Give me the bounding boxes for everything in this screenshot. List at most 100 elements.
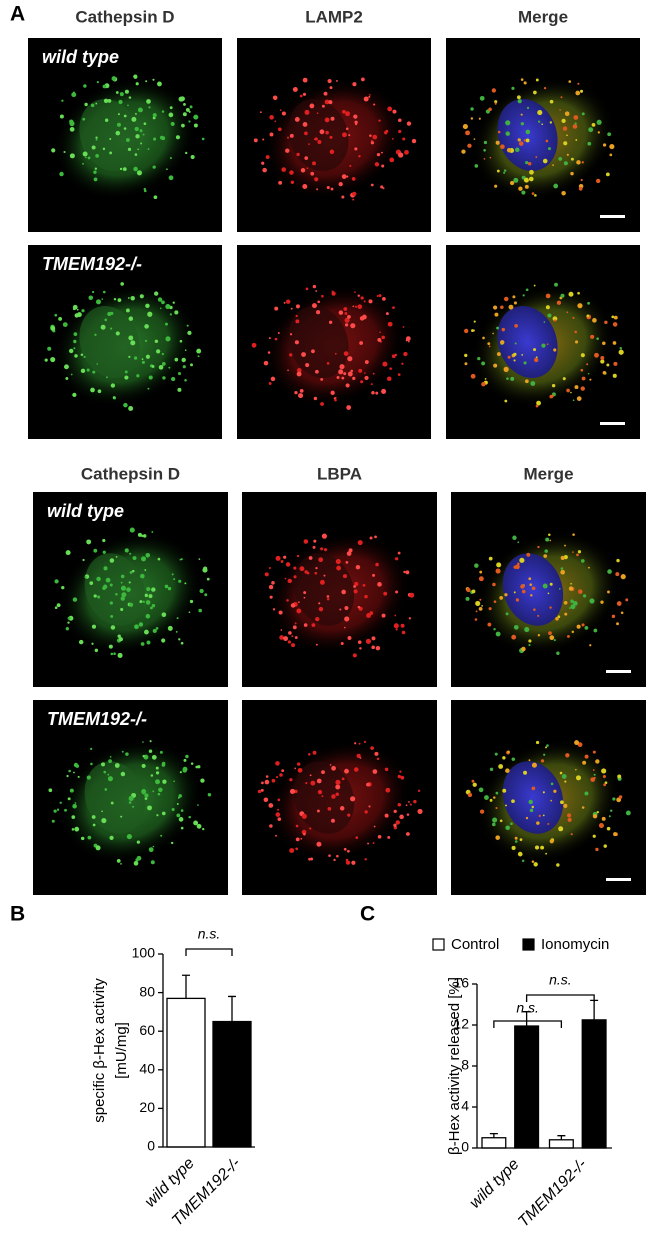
vesicle <box>287 369 289 372</box>
vesicle <box>144 324 149 329</box>
vesicle <box>161 362 166 366</box>
vesicle <box>153 195 158 200</box>
vesicle <box>182 766 188 772</box>
vesicle <box>606 826 611 831</box>
vesicle <box>155 771 160 775</box>
vesicle <box>513 301 517 305</box>
vesicle <box>338 310 344 315</box>
vesicle <box>82 162 84 165</box>
vesicle <box>584 791 589 796</box>
vesicle <box>107 773 110 776</box>
vesicle <box>295 319 300 324</box>
vesicle <box>549 635 555 641</box>
vesicle <box>372 372 375 375</box>
vesicle <box>91 624 97 629</box>
vesicle <box>292 625 297 630</box>
vesicle <box>277 817 282 821</box>
vesicle <box>368 299 373 304</box>
vesicle <box>127 147 132 151</box>
vesicle <box>376 295 379 297</box>
vesicle <box>93 177 98 182</box>
vesicle <box>284 577 287 580</box>
vesicle <box>346 405 352 410</box>
vesicle <box>118 99 123 105</box>
vesicle <box>147 148 150 151</box>
vesicle <box>387 106 393 112</box>
vesicle <box>364 858 367 861</box>
vesicle <box>161 352 164 356</box>
vesicle <box>363 96 369 102</box>
vesicle <box>136 170 143 176</box>
vesicle <box>189 105 193 109</box>
vesicle <box>530 594 533 597</box>
vesicle <box>109 755 112 758</box>
vesicle <box>359 316 365 321</box>
vesicle <box>109 138 112 141</box>
vesicle <box>545 305 550 310</box>
vesicle <box>577 742 583 748</box>
vesicle <box>168 112 174 118</box>
vesicle <box>193 123 198 128</box>
vesicle <box>331 290 334 293</box>
vesicle <box>528 799 533 805</box>
vesicle <box>513 591 516 594</box>
vesicle <box>89 581 94 585</box>
vesicle <box>314 177 319 182</box>
vesicle <box>615 572 620 577</box>
vesicle <box>487 622 492 627</box>
vesicle <box>321 104 325 108</box>
vesicle <box>516 95 521 100</box>
vesicle <box>560 555 565 561</box>
vesicle <box>527 162 532 166</box>
vesicle <box>115 91 119 94</box>
vesicle <box>356 753 361 759</box>
vesicle <box>151 604 156 608</box>
vesicle <box>162 376 166 380</box>
vesicle <box>535 78 539 82</box>
vesicle <box>525 816 529 820</box>
vesicle <box>345 860 351 865</box>
vesicle <box>176 803 179 805</box>
vesicle <box>350 796 356 802</box>
vesicle <box>167 625 173 631</box>
vesicle <box>352 376 356 381</box>
vesicle <box>514 342 517 345</box>
vesicle <box>576 160 581 165</box>
vesicle <box>489 798 493 802</box>
vesicle <box>74 354 78 358</box>
vesicle <box>128 581 131 584</box>
vesicle <box>133 356 138 360</box>
vesicle <box>161 612 167 617</box>
vesicle <box>350 323 356 329</box>
vesicle <box>479 809 485 814</box>
vesicle <box>587 141 592 146</box>
vesicle <box>300 837 303 840</box>
vesicle <box>90 387 95 393</box>
vesicle <box>521 589 526 594</box>
vesicle <box>95 845 101 851</box>
vesicle <box>101 762 106 767</box>
significance-bracket <box>525 994 595 1002</box>
vesicle <box>566 388 570 393</box>
vesicle <box>321 294 324 298</box>
vesicle <box>178 96 184 102</box>
vesicle <box>513 177 519 183</box>
vesicle <box>339 608 342 611</box>
vesicle <box>507 355 511 359</box>
vesicle <box>347 356 353 362</box>
vesicle <box>285 562 291 567</box>
vesicle <box>373 825 376 828</box>
vesicle <box>315 369 319 374</box>
vesicle <box>173 578 176 581</box>
vesicle <box>80 368 86 374</box>
vesicle <box>564 780 567 783</box>
vesicle <box>105 577 111 583</box>
vesicle <box>260 788 264 792</box>
vesicle <box>610 809 613 812</box>
vesicle <box>367 842 370 845</box>
vesicle <box>339 364 345 370</box>
vesicle <box>102 538 106 543</box>
vesicle <box>310 780 316 786</box>
nucleus <box>288 305 349 379</box>
